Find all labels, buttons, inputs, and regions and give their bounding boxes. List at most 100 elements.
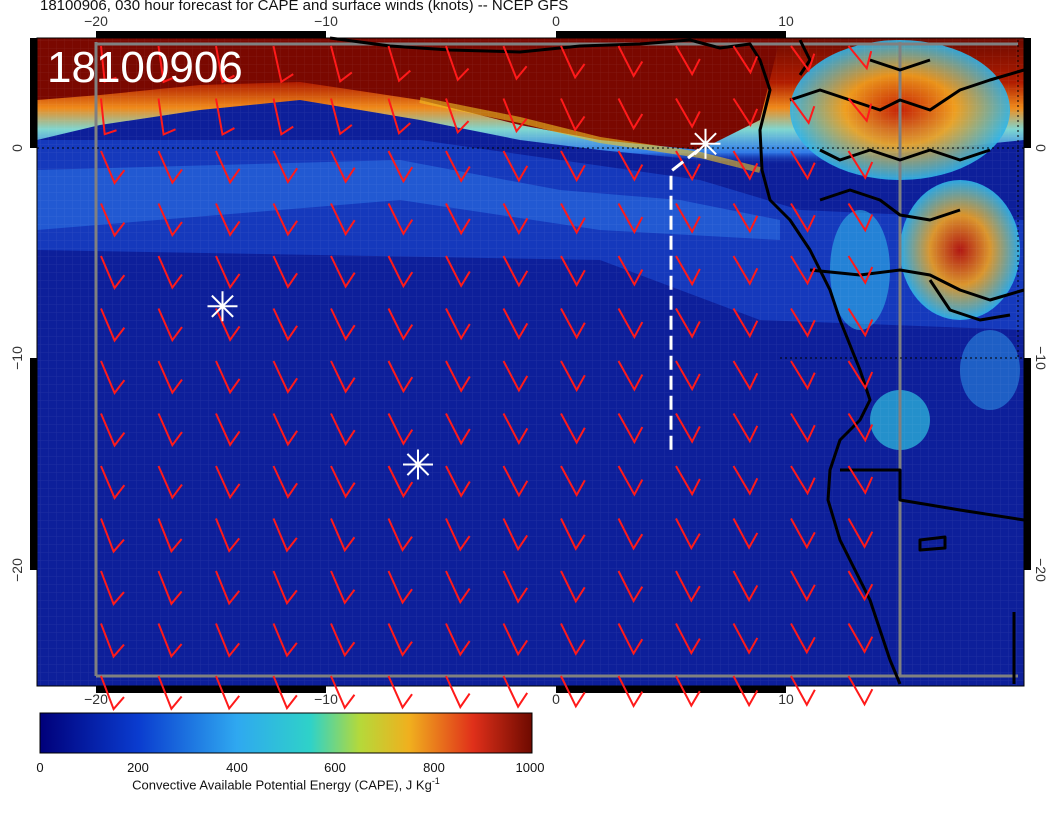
wind-barb [387, 45, 411, 83]
wind-barb [330, 203, 356, 237]
wind-barbs [100, 45, 874, 711]
wind-barb [790, 570, 816, 602]
wind-barb [675, 255, 701, 287]
wind-barb [675, 518, 701, 551]
wind-barb [272, 623, 298, 658]
wind-barb [790, 465, 816, 496]
wind-barb [502, 98, 528, 134]
wind-barb [675, 308, 701, 339]
wind-barb [847, 45, 873, 71]
wind-barb [330, 98, 353, 136]
wind-barb [215, 623, 241, 658]
wind-barb [445, 360, 471, 393]
wind-barb [790, 45, 816, 73]
wind-barb [445, 465, 471, 498]
y-axis-right: 0 −10 −20 [1033, 144, 1049, 582]
wind-barb [732, 518, 759, 550]
y-tick-label: −20 [1033, 558, 1049, 582]
wind-barb [617, 203, 644, 235]
wind-barb [272, 465, 298, 499]
wind-barb [445, 623, 471, 657]
wind-barb [387, 150, 414, 184]
wind-barb [215, 203, 241, 237]
wind-barb [445, 98, 470, 135]
wind-barb [215, 255, 241, 290]
x-axis-top: −20 −10 0 10 [84, 13, 794, 29]
wind-barb [157, 518, 183, 554]
wind-barb [732, 465, 759, 496]
wind-barb [675, 150, 701, 182]
wind-barb [790, 360, 816, 391]
wind-barb [100, 623, 125, 659]
wind-barb [847, 255, 874, 285]
wind-barb [732, 412, 759, 444]
wind-barb [215, 308, 241, 342]
wind-barb [560, 360, 586, 393]
plot-frame [94, 42, 1018, 678]
wind-barb [732, 570, 759, 603]
wind-barb [330, 413, 356, 447]
wind-barb [215, 518, 241, 553]
wind-barb [560, 98, 586, 132]
wind-barb [445, 413, 471, 446]
wind-barb [790, 307, 816, 338]
marker-north-east [690, 128, 721, 159]
wind-barb [330, 150, 356, 184]
wind-barb [560, 518, 586, 551]
map-title: 18100906, 030 hour forecast for CAPE and… [40, 0, 569, 14]
x-tick-label: −20 [84, 13, 108, 29]
wind-barb [330, 465, 356, 499]
coastline [329, 36, 1025, 685]
wind-barb [617, 465, 644, 497]
wind-barb [330, 518, 356, 553]
wind-barb [732, 623, 759, 655]
wind-barb [157, 675, 183, 711]
wind-barb [215, 150, 241, 185]
wind-barb [445, 150, 471, 183]
wind-barb [617, 45, 644, 78]
wind-barb [617, 570, 644, 604]
axis-tick-bars [30, 31, 1031, 693]
wind-barb [215, 465, 241, 500]
wind-barb [330, 45, 353, 84]
wind-barb [272, 518, 298, 553]
wind-barb [675, 98, 701, 129]
wind-barb [675, 465, 701, 497]
wind-barb [330, 570, 356, 605]
marker-center [403, 449, 433, 480]
wind-barb [617, 308, 644, 340]
wind-barb [617, 255, 644, 287]
wind-barb [215, 360, 241, 395]
wind-barb [617, 623, 644, 656]
wind-barb [732, 675, 759, 708]
wind-barb [157, 413, 183, 448]
wind-barb [560, 308, 586, 340]
y-tick-label: 0 [1033, 144, 1049, 152]
wind-barb [732, 202, 759, 234]
wind-barb [272, 98, 294, 136]
wind-barb [100, 255, 126, 290]
wind-barb [100, 150, 126, 185]
wind-barb [157, 45, 176, 84]
wind-barb [502, 413, 529, 445]
colorbar [39, 712, 533, 754]
wind-barb [100, 570, 125, 606]
wind-barb [790, 518, 816, 550]
wind-barb [675, 45, 701, 77]
wind-barb [617, 360, 644, 392]
wind-barb [847, 675, 874, 707]
wind-barb [675, 360, 701, 392]
wind-barb [790, 675, 816, 707]
wind-barb [215, 570, 241, 606]
wind-barb [502, 150, 529, 183]
wind-barb [215, 45, 235, 84]
wind-barb [502, 255, 529, 288]
wind-barb [330, 255, 356, 289]
wind-barb [502, 45, 528, 81]
wind-barb [387, 675, 413, 710]
wind-barb [617, 518, 644, 551]
wind-barb [847, 518, 874, 549]
wind-barb [157, 203, 183, 238]
marker-stroke [211, 294, 234, 318]
wind-barb [100, 413, 126, 448]
